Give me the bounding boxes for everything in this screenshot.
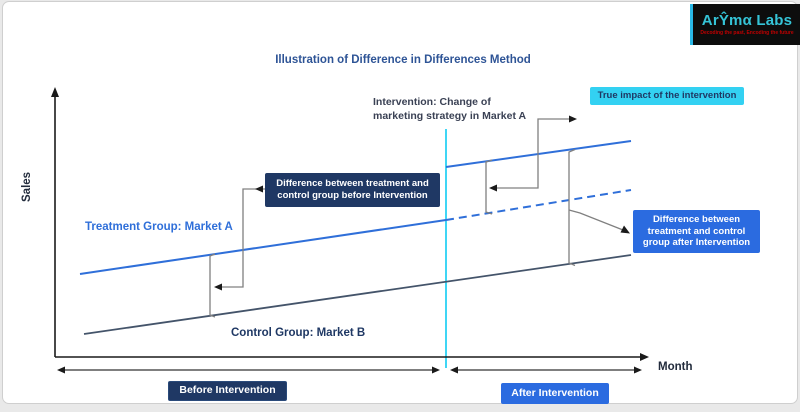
treatment-group-label: Treatment Group: Market A	[85, 221, 233, 233]
page-title: Illustration of Difference in Difference…	[275, 54, 531, 66]
after-intervention-badge: After Intervention	[501, 383, 609, 404]
before-period-arrow	[57, 366, 440, 374]
diff-after-connector	[568, 209, 630, 234]
counterfactual-dashed-line	[445, 189, 632, 221]
diagram-card: Illustration of Difference in Difference…	[2, 1, 798, 404]
treatment-line-pre	[79, 219, 447, 275]
logo-tagline: Decoding the past, Encoding the future	[700, 30, 794, 36]
diff-before-bracket	[209, 253, 216, 318]
after-period-arrow	[450, 366, 642, 374]
y-axis-arrowhead	[51, 87, 59, 97]
true-impact-callout: True impact of the intervention	[590, 87, 744, 105]
x-axis-arrowhead	[640, 353, 649, 361]
control-group-label: Control Group: Market B	[231, 327, 366, 339]
control-line	[83, 254, 632, 335]
aryma-labs-logo: ArŶmα Labs Decoding the past, Encoding t…	[690, 4, 800, 45]
y-axis-label: Sales	[21, 171, 33, 202]
diff-before-connector	[214, 185, 265, 291]
before-intervention-badge: Before Intervention	[168, 381, 287, 401]
x-axis-label: Month	[658, 361, 693, 373]
diff-after-callout: Difference between treatment and control…	[633, 210, 760, 253]
intervention-note: Intervention: Change of marketing strate…	[373, 96, 527, 122]
diff-after-bracket	[568, 148, 576, 267]
diff-before-callout: Difference between treatment and control…	[265, 173, 440, 207]
true-impact-bracket	[485, 159, 493, 215]
true-impact-connector	[489, 115, 577, 192]
did-diagram-canvas	[51, 87, 649, 374]
logo-wordmark: ArŶmα Labs	[701, 12, 793, 29]
